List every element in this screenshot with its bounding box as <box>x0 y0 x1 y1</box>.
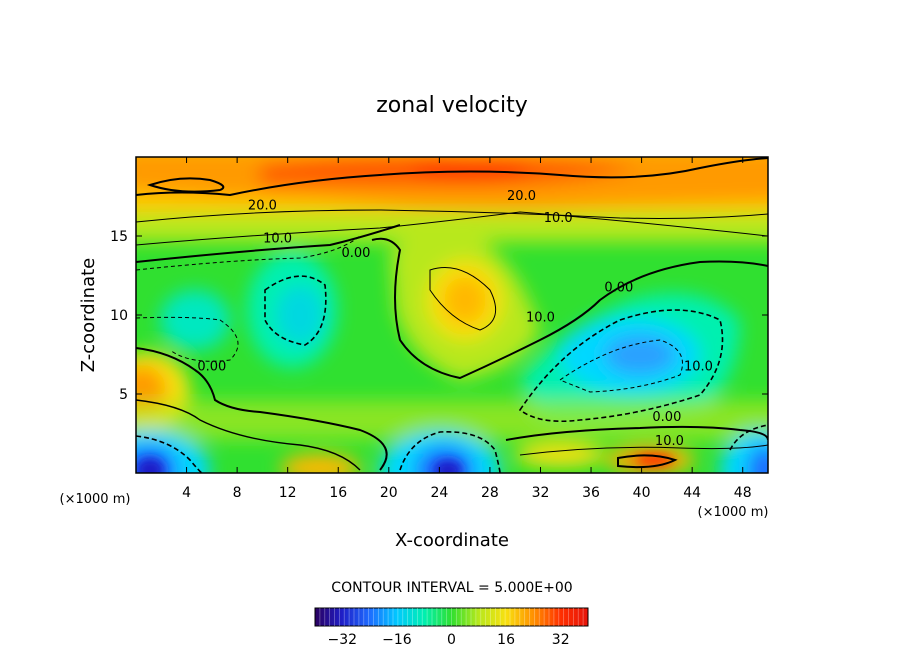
x-axis-label: X-coordinate <box>395 530 509 551</box>
colorbar-tick-label: −32 <box>328 632 358 648</box>
contour-label: 0.00 <box>341 246 370 261</box>
velocity-field <box>136 157 768 473</box>
colorbar-ticks: −32 −16 0 16 32 <box>328 632 570 648</box>
x-tick-label: 16 <box>329 485 347 501</box>
x-tick-label: 20 <box>380 485 398 501</box>
x-tick-label: 44 <box>683 485 701 501</box>
colorbar-tick-label: 16 <box>497 632 515 648</box>
colorbar-gradient <box>314 607 589 627</box>
contour-label: 0.00 <box>652 410 681 425</box>
y-tick-label: 15 <box>110 229 128 245</box>
x-tick-label: 8 <box>233 485 242 501</box>
x-unit-right: (×1000 m) <box>698 505 769 520</box>
x-axis: 4 8 12 16 20 24 28 32 36 40 44 48 <box>182 157 752 501</box>
x-tick-label: 28 <box>481 485 499 501</box>
colorbar-tick-label: −16 <box>382 632 412 648</box>
contour-label: 20.0 <box>507 189 536 204</box>
y-tick-label: 5 <box>119 387 128 403</box>
contour-label: 0.00 <box>197 360 226 375</box>
contour-labels: 20.0 20.0 10.0 10.0 0.00 0.00 10.0 0.00 10.0 0.00… <box>197 189 713 449</box>
x-tick-label: 4 <box>182 485 191 501</box>
contour-label: 10.0 <box>655 434 684 449</box>
chart-title: zonal velocity <box>376 93 528 118</box>
y-axis-label: Z-coordinate <box>78 258 99 373</box>
contour-label: 10.0 <box>684 360 713 375</box>
contour-label: 10.0 <box>544 211 573 226</box>
x-tick-label: 32 <box>532 485 550 501</box>
contour-label: 10.0 <box>526 311 555 326</box>
colorbar <box>314 607 589 627</box>
x-tick-label: 24 <box>430 485 448 501</box>
x-tick-label: 40 <box>633 485 651 501</box>
y-axis: 5 10 15 <box>110 229 768 403</box>
colorbar-tick-label: 32 <box>552 632 570 648</box>
y-tick-label: 10 <box>110 308 128 324</box>
x-tick-label: 12 <box>279 485 297 501</box>
x-tick-label: 36 <box>582 485 600 501</box>
contour-label: 0.00 <box>604 281 633 296</box>
contour-lines <box>136 157 768 473</box>
contour-label: 20.0 <box>248 198 277 213</box>
colorbar-tick-label: 0 <box>447 632 456 648</box>
contour-interval: CONTOUR INTERVAL = 5.000E+00 <box>331 580 572 596</box>
x-unit-left: (×1000 m) <box>60 492 131 507</box>
x-tick-label: 48 <box>734 485 752 501</box>
contour-label: 10.0 <box>263 232 292 247</box>
